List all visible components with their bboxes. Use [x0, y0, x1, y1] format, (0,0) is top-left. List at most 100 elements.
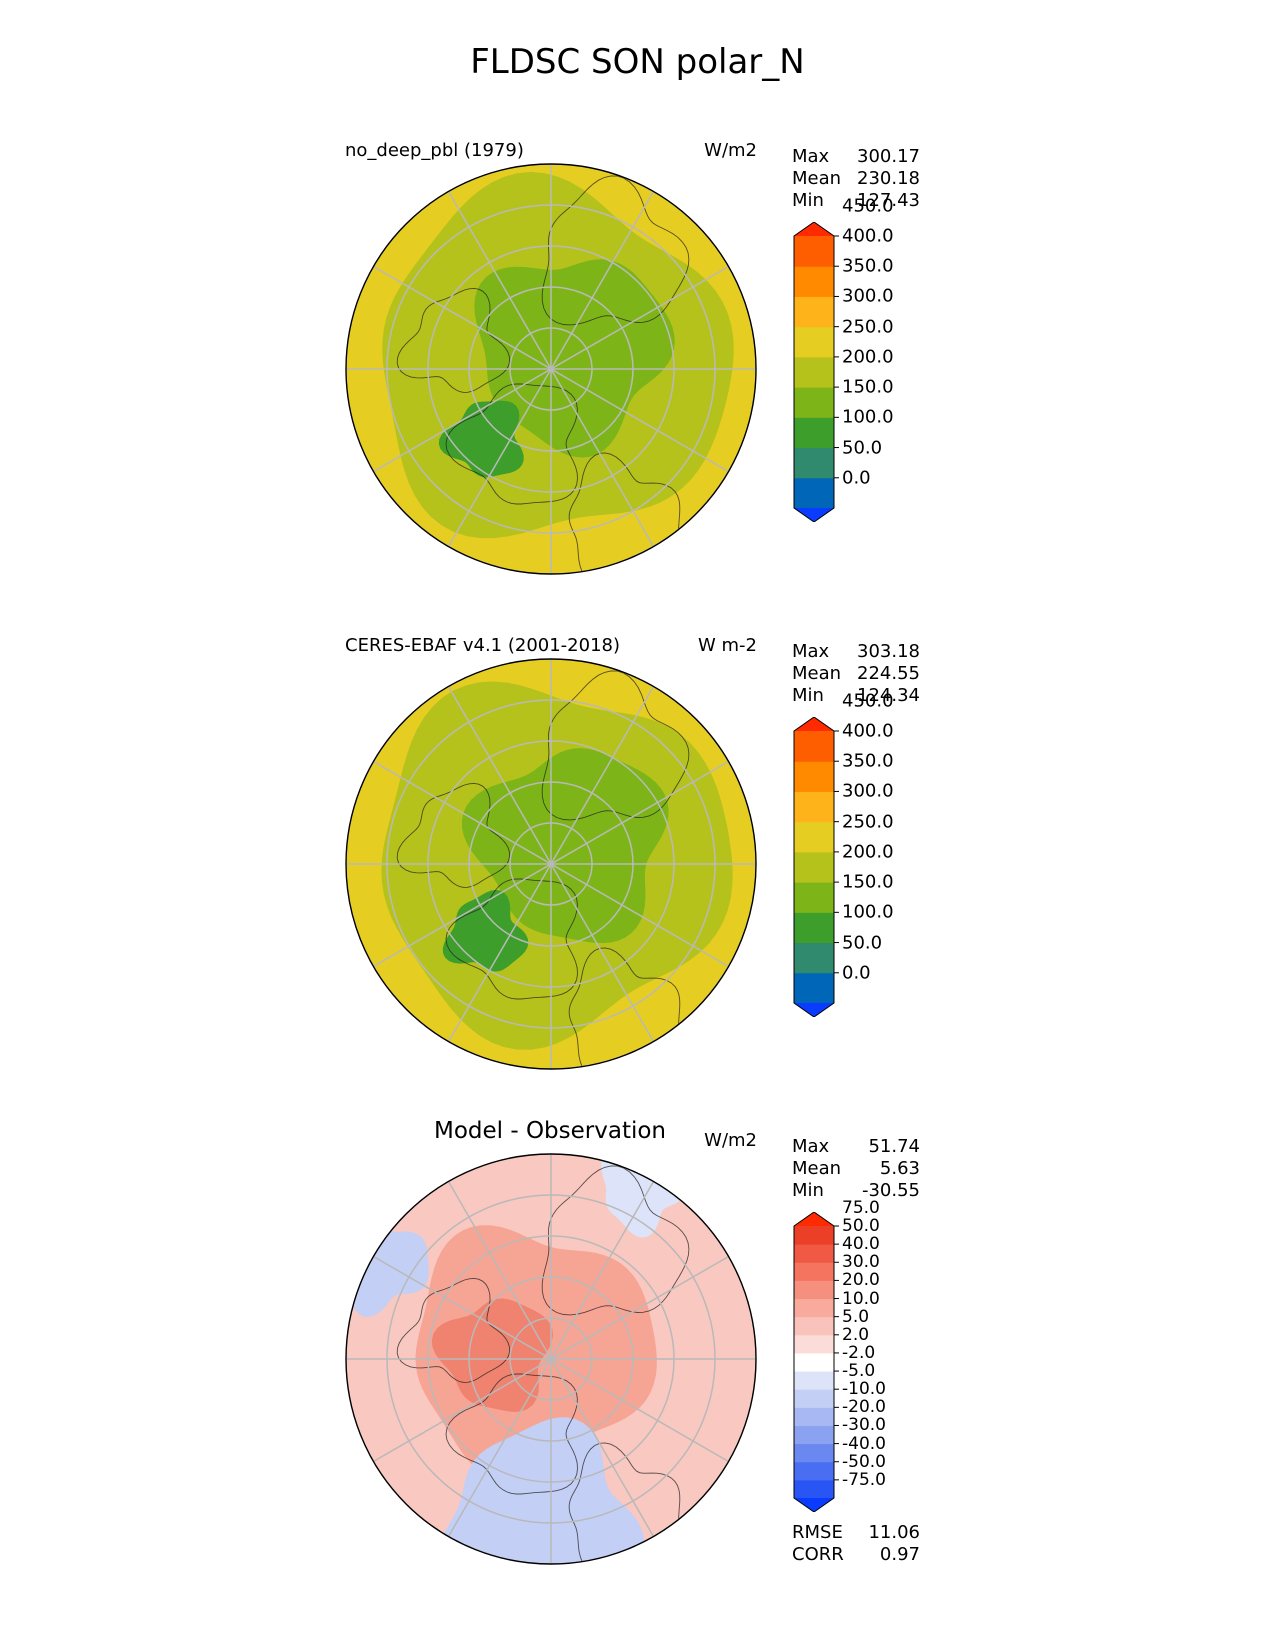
stat-value: -30.55	[861, 1180, 920, 1201]
colorbar-segment	[794, 1407, 834, 1426]
skill-label: RMSE	[792, 1522, 843, 1543]
coastline	[541, 1165, 690, 1316]
colorbar-segment	[794, 236, 834, 267]
stat-label: Min	[792, 1180, 824, 1201]
colorbar-segment	[794, 942, 834, 974]
coastline	[541, 175, 690, 326]
colorbar-tick-label: 350.0	[842, 255, 894, 277]
model-panel: no_deep_pbl (1979) W/m2 Max 300.17 Mean 23…	[0, 132, 1275, 602]
colorbar-segment	[794, 731, 834, 762]
panel-stats: Max 303.18 Mean 224.55 Min 124.34	[792, 641, 920, 707]
panel-left-title: CERES-EBAF v4.1 (2001-2018)	[345, 635, 621, 656]
stat-value: 51.74	[868, 1136, 920, 1157]
colorbar-tick-label: 300.0	[842, 780, 894, 802]
colorbar-segment	[794, 912, 834, 944]
colorbar-segment	[794, 1425, 834, 1445]
polar-map	[345, 163, 757, 575]
colorbar-tick-label: 150.0	[842, 376, 894, 398]
colorbar-segment	[794, 266, 834, 297]
field-core	[461, 748, 669, 944]
stat-label: Max	[792, 641, 830, 662]
colorbar-tick-label: 350.0	[842, 750, 894, 772]
stat-label: Max	[792, 146, 830, 167]
colorbar-tick-label: -20.0	[842, 1397, 886, 1418]
map-field	[346, 164, 756, 574]
colorbar-tick-label: 450.0	[842, 690, 894, 712]
colorbar-segment	[794, 1443, 834, 1463]
field-minimum	[438, 400, 524, 478]
panel-units: W/m2	[704, 1130, 757, 1151]
panel-stats: Max 51.74 Mean 5.63 Min -30.55	[792, 1136, 920, 1202]
colorbar-segment	[794, 1244, 834, 1263]
colorbar-tick-label: 250.0	[842, 811, 894, 833]
colorbar-tick-label: -75.0	[842, 1469, 886, 1490]
coastline	[445, 1373, 578, 1495]
stat-value: 300.17	[857, 146, 920, 167]
difference-panel: Model - Observation W/m2 Max 51.74 Mean 5.…	[0, 1118, 1275, 1592]
colorbar-segment	[794, 1479, 834, 1499]
colorbar-tick-label: 150.0	[842, 871, 894, 893]
colorbar-tick-label: -5.0	[842, 1361, 876, 1382]
colorbar-tick-label: 400.0	[842, 720, 894, 742]
colorbar-tick-label: 400.0	[842, 225, 894, 247]
colorbar-segment	[794, 1280, 834, 1300]
meridian-line	[373, 265, 729, 473]
figure-title: FLDSC SON polar_N	[470, 42, 805, 82]
colorbar-tick-label: 50.0	[842, 1216, 880, 1236]
stat-label: Mean	[792, 663, 842, 684]
stat-value: 127.43	[857, 190, 920, 211]
meridian-line	[373, 760, 729, 968]
colorbar-segment	[794, 387, 834, 418]
colorbar-segment	[794, 1389, 834, 1408]
stat-label: Mean	[792, 1158, 842, 1179]
stat-label: Min	[792, 190, 824, 211]
colorbar-tick-label: 450.0	[842, 195, 894, 217]
coastline	[541, 670, 690, 821]
colorbar-segment	[794, 417, 834, 449]
colorbar-segment	[794, 296, 834, 328]
skill-value: 11.06	[868, 1522, 920, 1543]
observation-panel: CERES-EBAF v4.1 (2001-2018) W m-2 Max 303…	[0, 627, 1275, 1097]
colorbar-segment	[794, 1334, 834, 1354]
coastline	[396, 1277, 511, 1383]
colorbar-tick-label: 40.0	[842, 1234, 880, 1255]
stat-value: 224.55	[857, 663, 920, 684]
colorbar-tick-label: 200.0	[842, 841, 894, 863]
stat-value: 5.63	[879, 1158, 920, 1179]
colorbar-segment	[794, 1352, 834, 1372]
coastline	[445, 878, 578, 1000]
map-boundary	[345, 658, 757, 1070]
stat-label: Max	[792, 1136, 830, 1157]
meridian-line	[373, 1255, 729, 1463]
colorbar-segment	[794, 1371, 834, 1390]
colorbar-tick-label: 50.0	[842, 437, 883, 459]
colorbar-min-arrow	[794, 1003, 834, 1017]
colorbar-tick-label: 100.0	[842, 406, 894, 428]
colorbar-segment	[794, 1461, 834, 1481]
skill-scores: RMSE 11.06 CORR 0.97	[792, 1522, 920, 1566]
stat-value: 303.18	[857, 641, 920, 662]
polar-map	[345, 658, 757, 1070]
colorbar-tick-label: 0.0	[842, 962, 871, 984]
colorbar-tick-label: -50.0	[842, 1451, 886, 1472]
stat-label: Mean	[792, 168, 842, 189]
polar-map	[345, 1153, 757, 1565]
panel-left-title: no_deep_pbl (1979)	[345, 140, 524, 161]
field-core	[431, 1298, 553, 1412]
panel-units: W m-2	[697, 635, 757, 656]
field-core	[474, 259, 675, 458]
map-boundary	[345, 163, 757, 575]
stat-value: 230.18	[857, 168, 920, 189]
colorbar-segment	[794, 447, 834, 479]
colorbar	[793, 717, 839, 1017]
colorbar-tick-label: 20.0	[842, 1270, 880, 1291]
colorbar-tick-label: 250.0	[842, 316, 894, 338]
colorbar-tick-label: 10.0	[842, 1288, 880, 1309]
colorbar-segment	[794, 477, 834, 509]
colorbar-segment	[794, 972, 834, 1004]
colorbar-segment	[794, 1298, 834, 1318]
colorbar-segment	[794, 1262, 834, 1281]
colorbar-tick-label: -30.0	[842, 1415, 886, 1436]
colorbar-tick-label: -10.0	[842, 1379, 886, 1400]
colorbar	[793, 1212, 839, 1512]
